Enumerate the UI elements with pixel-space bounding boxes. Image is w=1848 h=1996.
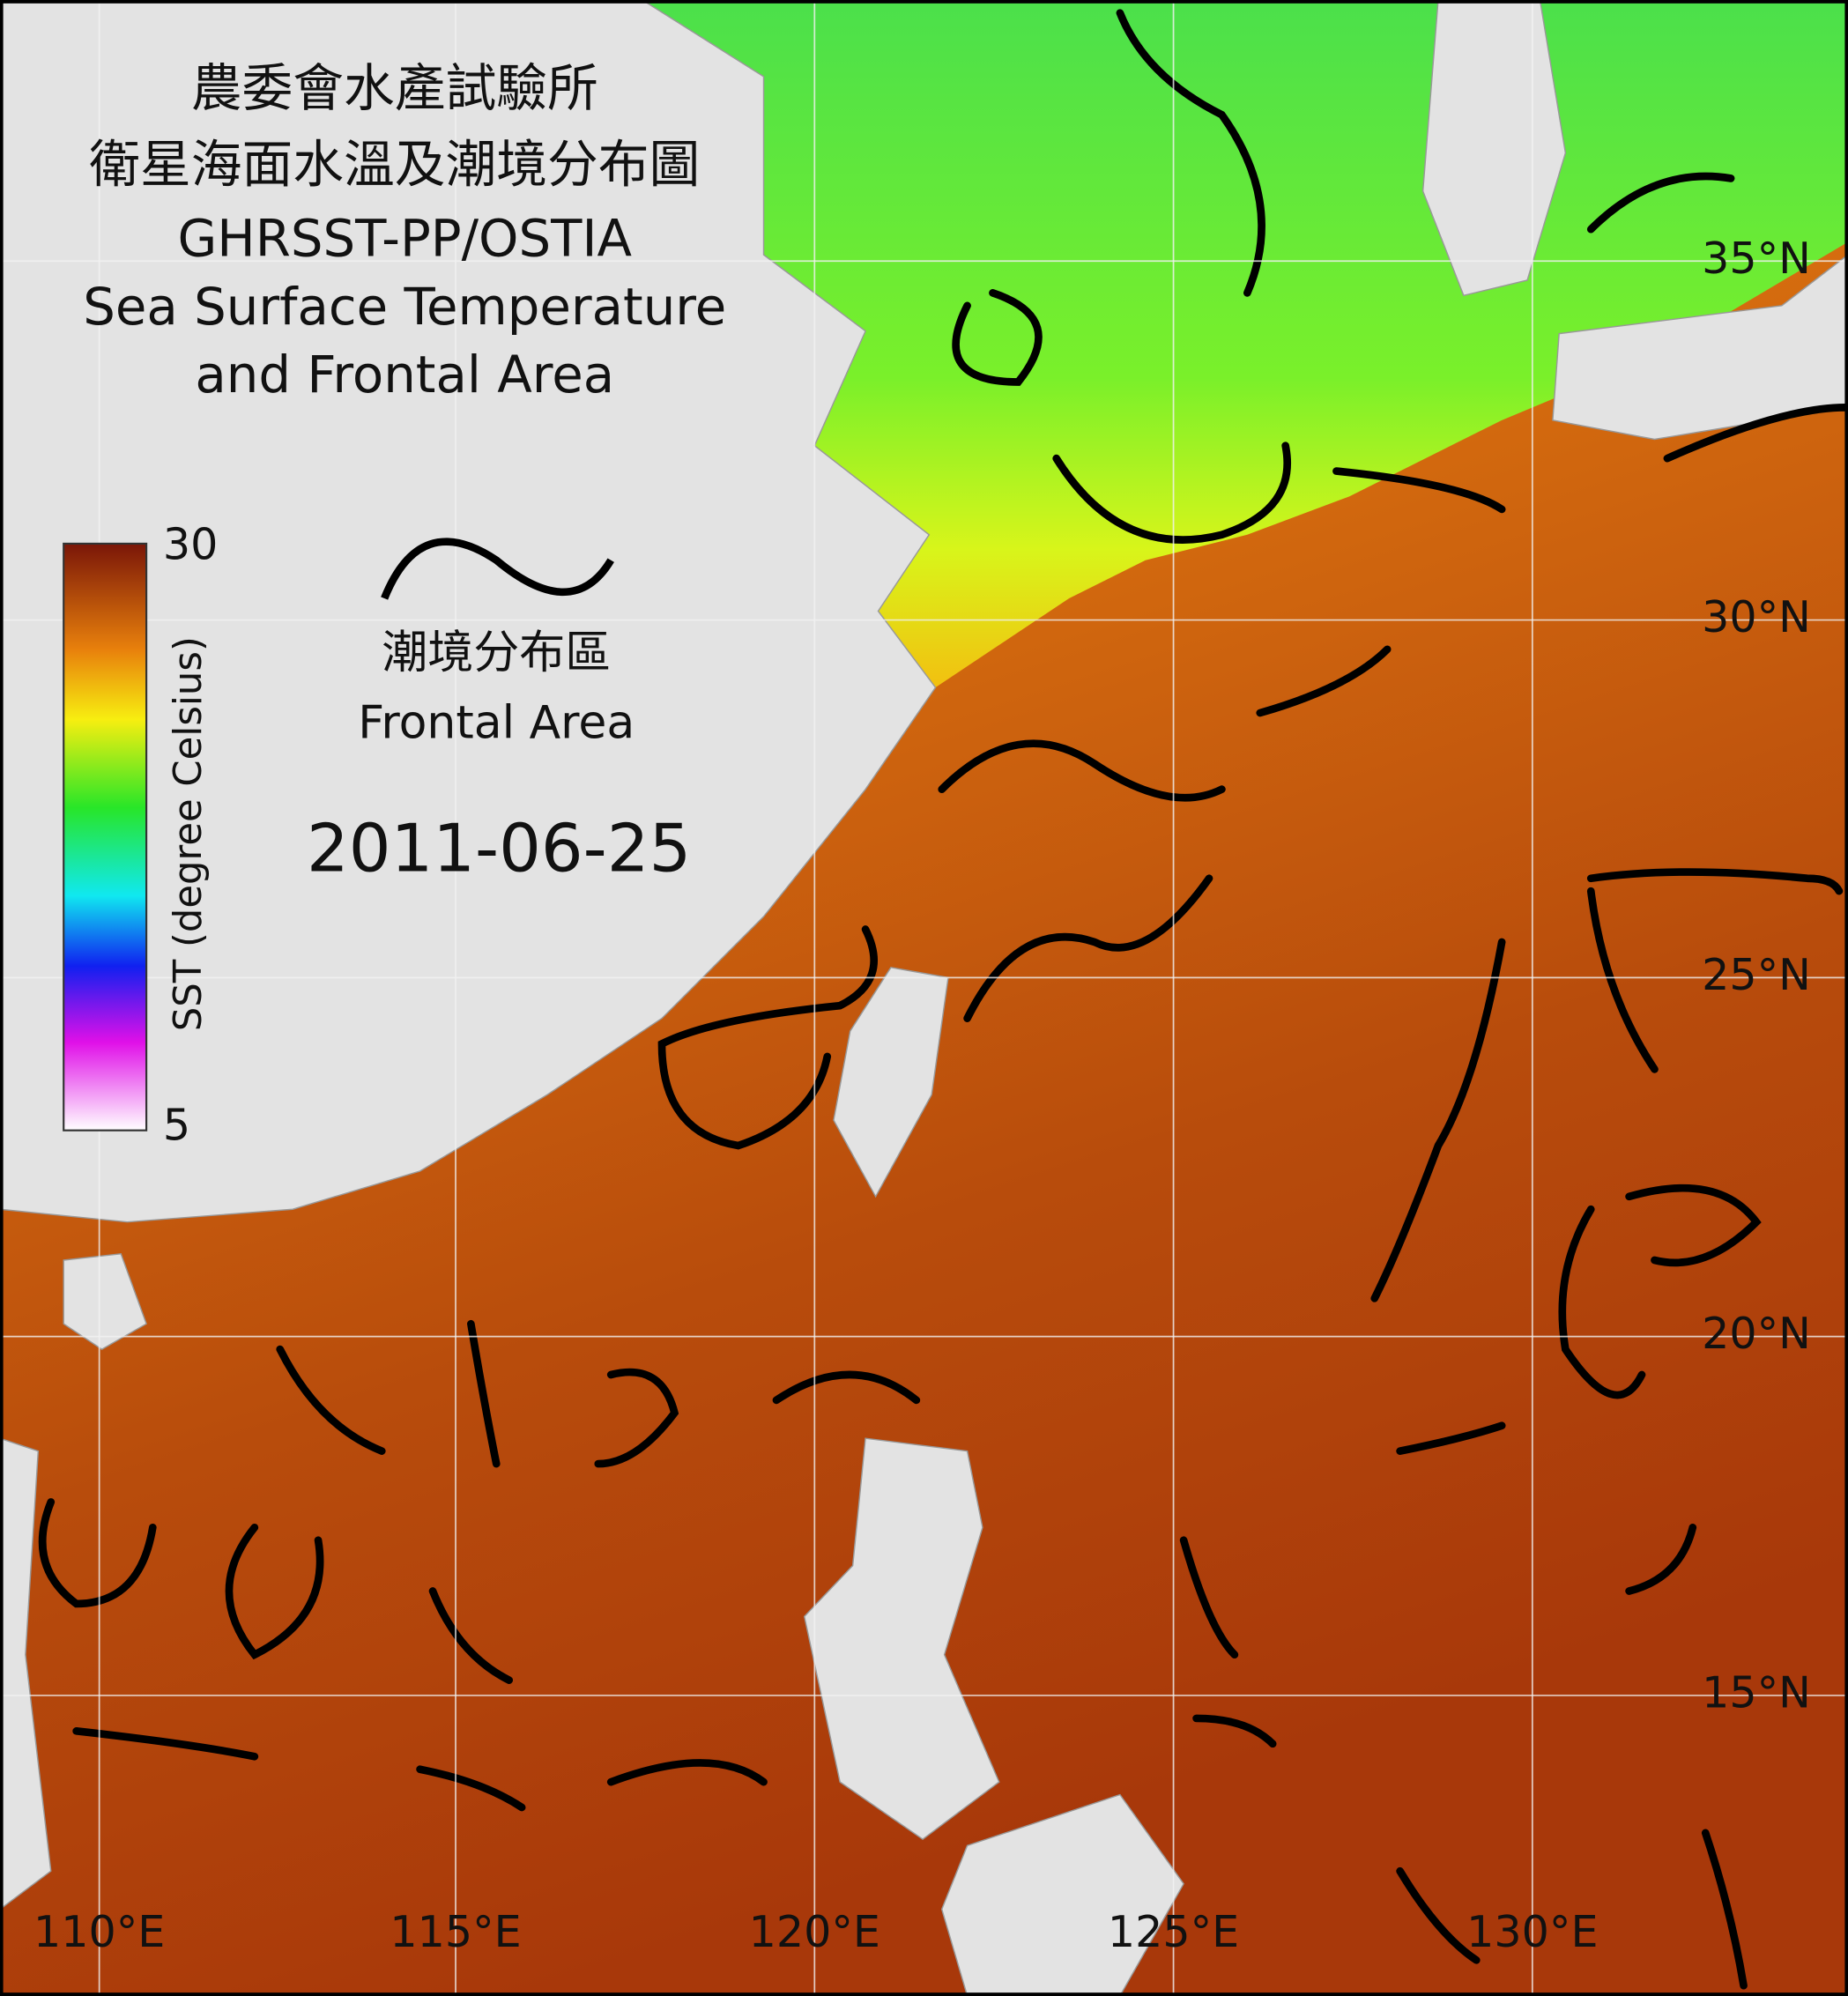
front [1586, 868, 1844, 895]
lon-label: 130°E [1466, 1906, 1598, 1957]
front [1256, 645, 1392, 717]
front [1396, 1421, 1506, 1455]
lat-label: 20°N [1702, 1308, 1811, 1359]
title-line: Sea Surface Temperature [83, 277, 726, 337]
front [1701, 1829, 1748, 1990]
front [1396, 1866, 1481, 1964]
front [657, 925, 878, 1150]
front [1558, 1205, 1646, 1399]
front [1586, 172, 1735, 234]
front [1370, 938, 1506, 1302]
front [1663, 404, 1848, 463]
title-line: and Frontal Area [195, 345, 614, 404]
colorbar-label: SST (degree Celsius) [167, 636, 211, 1031]
front [276, 1345, 386, 1455]
colorbar-tick-label: 30 [163, 519, 218, 570]
front [416, 1765, 526, 1812]
front [938, 739, 1226, 802]
colorbar-tick-label: 5 [163, 1099, 190, 1150]
land-japan [1552, 254, 1848, 441]
front [1052, 441, 1292, 544]
front [428, 1587, 514, 1684]
date: 2011-06-25 [307, 809, 691, 887]
land-china [0, 0, 937, 1223]
title-line: GHRSST-PP/OSTIA [178, 208, 633, 268]
front [1625, 1184, 1762, 1267]
front [772, 1370, 921, 1405]
lon-label: 120°E [749, 1906, 880, 1957]
lat-label: 15°N [1702, 1666, 1811, 1718]
legend-en: Frontal Area [358, 696, 635, 749]
lat-label: 25°N [1702, 949, 1811, 1000]
front [1332, 467, 1506, 514]
front [606, 1759, 768, 1786]
land-vietnam [0, 1437, 52, 1911]
fronts [38, 9, 1848, 1990]
land-luzon [803, 1437, 1000, 1841]
lon-label: 125°E [1108, 1906, 1239, 1957]
legend-swatch [381, 538, 614, 600]
legend-zh: 潮境分布區 [382, 627, 611, 679]
lat-label: 30°N [1702, 591, 1811, 642]
title-line: 農委會水產試驗所 [191, 58, 598, 118]
front [72, 1727, 259, 1761]
front [952, 289, 1043, 386]
front [467, 1319, 501, 1468]
front [963, 874, 1213, 1022]
lon-label: 110°E [33, 1906, 165, 1957]
lon-label: 115°E [390, 1906, 521, 1957]
front [594, 1368, 679, 1468]
front [225, 1523, 324, 1660]
front [38, 1498, 157, 1608]
colorbar [63, 542, 148, 1132]
front [1625, 1523, 1697, 1595]
lat-label: 35°N [1702, 233, 1811, 284]
front [1586, 887, 1659, 1073]
front [1179, 1536, 1239, 1659]
front [1192, 1714, 1277, 1748]
front [1116, 9, 1265, 297]
title-line: 衛星海面水溫及潮境分布圖 [89, 134, 700, 194]
